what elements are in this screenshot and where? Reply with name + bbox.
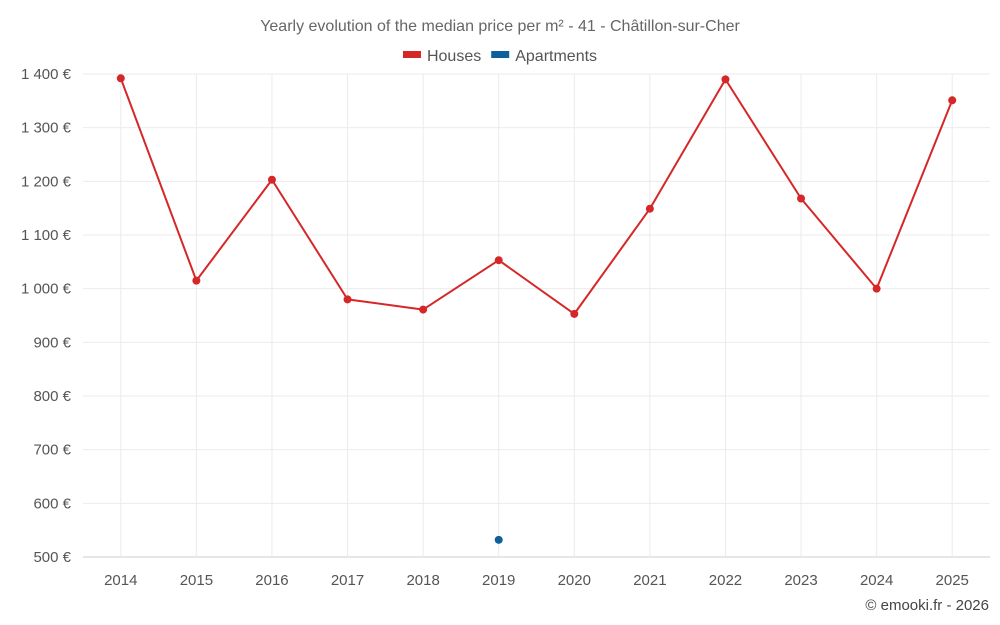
x-tick-label: 2016 bbox=[255, 572, 288, 589]
data-point-houses[interactable] bbox=[192, 276, 201, 285]
y-tick-label: 1 200 € bbox=[21, 173, 72, 190]
y-tick-label: 1 400 € bbox=[21, 66, 72, 83]
y-axis: 500 € 600 € 700 € 800 € 900 € 1 000 € 1 100 € 1… bbox=[21, 66, 72, 566]
y-tick-label: 1 100 € bbox=[21, 227, 72, 244]
y-tick-label: 500 € bbox=[33, 549, 71, 566]
data-point-houses[interactable] bbox=[645, 204, 654, 213]
data-point-houses[interactable] bbox=[494, 256, 503, 265]
legend: Houses Apartments bbox=[402, 48, 597, 65]
x-tick-label: 2015 bbox=[180, 572, 213, 589]
series-line-houses bbox=[119, 77, 954, 315]
y-tick-label: 1 300 € bbox=[21, 120, 72, 137]
data-point-houses[interactable] bbox=[419, 305, 428, 314]
data-point-houses[interactable] bbox=[872, 284, 881, 293]
y-tick-label: 600 € bbox=[33, 495, 71, 512]
x-tick-label: 2019 bbox=[482, 572, 515, 589]
y-tick-label: 800 € bbox=[33, 388, 71, 405]
x-tick-label: 2020 bbox=[558, 572, 591, 589]
x-tick-label: 2022 bbox=[709, 572, 742, 589]
x-axis: 2014 2015 2016 2017 2018 2019 2020 2021 2022 2023… bbox=[104, 572, 969, 589]
x-tick-label: 2014 bbox=[104, 572, 137, 589]
y-tick-label: 900 € bbox=[33, 334, 71, 351]
chart-title: Yearly evolution of the median price per… bbox=[260, 18, 740, 35]
x-tick-label: 2024 bbox=[860, 572, 893, 589]
grid bbox=[83, 73, 990, 558]
data-point-houses[interactable] bbox=[797, 194, 806, 203]
data-point-houses[interactable] bbox=[570, 309, 579, 318]
y-tick-label: 700 € bbox=[33, 442, 71, 459]
y-tick-label: 1 000 € bbox=[21, 281, 72, 298]
x-tick-label: 2018 bbox=[406, 572, 439, 589]
credit: © emooki.fr - 2026 bbox=[865, 597, 989, 614]
data-point-houses[interactable] bbox=[267, 175, 276, 184]
legend-label-apartments[interactable]: Apartments bbox=[515, 48, 597, 65]
x-tick-label: 2023 bbox=[784, 572, 817, 589]
x-tick-label: 2017 bbox=[331, 572, 364, 589]
data-point-houses[interactable] bbox=[343, 295, 352, 304]
legend-swatch-houses bbox=[402, 51, 421, 58]
legend-label-houses[interactable]: Houses bbox=[427, 48, 481, 65]
legend-swatch-apartments bbox=[491, 51, 510, 58]
data-point-houses[interactable] bbox=[948, 96, 957, 105]
data-point-houses[interactable] bbox=[721, 75, 730, 84]
x-tick-label: 2025 bbox=[936, 572, 969, 589]
data-point-apartments[interactable] bbox=[494, 535, 503, 544]
x-tick-label: 2021 bbox=[633, 572, 666, 589]
plot-area bbox=[116, 74, 957, 544]
data-point-houses[interactable] bbox=[116, 74, 125, 83]
